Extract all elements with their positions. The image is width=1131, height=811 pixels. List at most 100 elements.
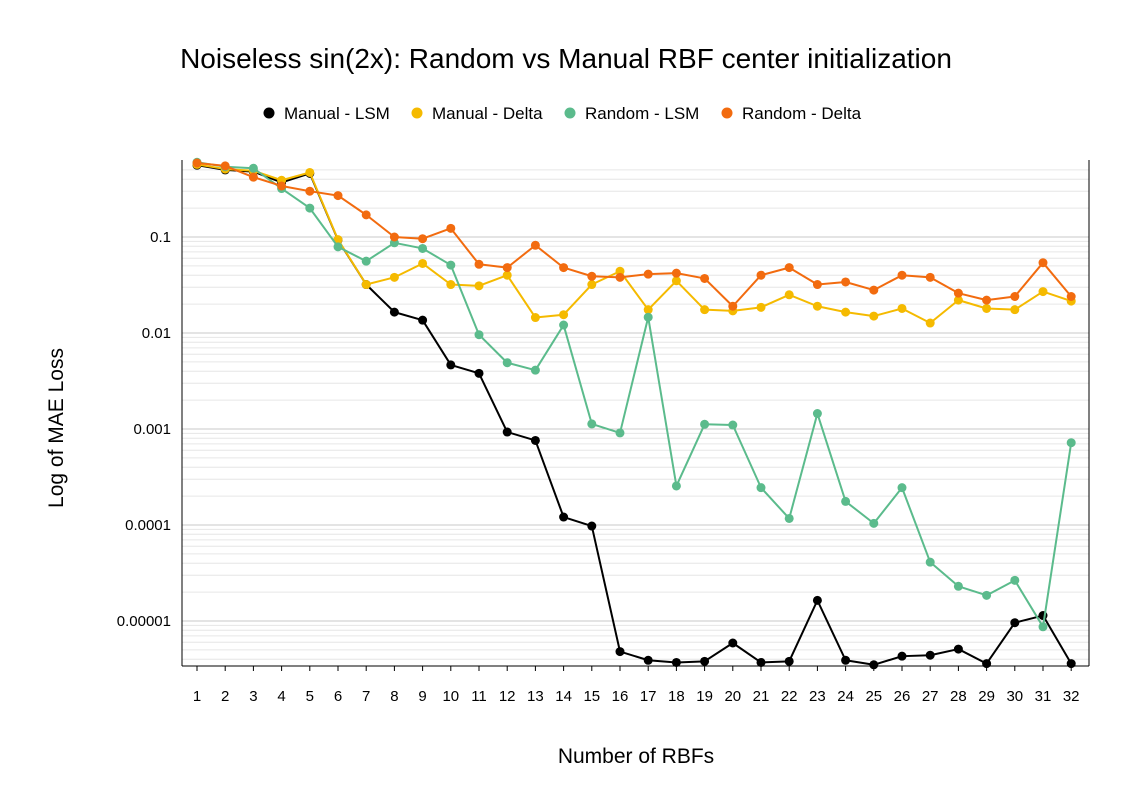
data-point — [474, 368, 484, 378]
data-point — [418, 243, 428, 253]
x-tick-label: 5 — [306, 688, 314, 705]
data-point — [277, 181, 287, 191]
data-point — [643, 312, 653, 322]
x-tick-label: 23 — [809, 688, 826, 705]
x-tick-label: 24 — [837, 688, 854, 705]
legend-marker — [263, 107, 275, 119]
data-point — [559, 320, 569, 330]
data-point — [220, 161, 230, 171]
data-point — [869, 660, 879, 670]
x-ticks: 1 2 3 4 5 6 7 8 9 10 11 12 13 14 15 16 17 18 19 20 21 22 23 24 2… — [193, 666, 1080, 705]
x-tick-label: 6 — [334, 688, 342, 705]
data-point — [502, 358, 512, 368]
data-point — [530, 240, 540, 250]
data-point — [700, 656, 710, 666]
data-point — [953, 581, 963, 591]
series-manual-delta — [192, 159, 1076, 328]
y-ticks: 0.00001 0.0001 0.001 0.01 0.1 — [117, 229, 171, 630]
data-point — [671, 657, 681, 667]
x-tick-label: 2 — [221, 688, 229, 705]
data-point — [982, 295, 992, 305]
data-point — [982, 590, 992, 600]
x-tick-label: 1 — [193, 688, 201, 705]
series-random-delta — [192, 158, 1076, 311]
data-point — [1010, 618, 1020, 628]
data-point — [728, 420, 738, 430]
x-tick-label: 13 — [527, 688, 544, 705]
data-point — [333, 235, 343, 245]
data-point — [305, 186, 315, 196]
data-point — [559, 310, 569, 320]
x-tick-label: 20 — [724, 688, 741, 705]
data-point — [474, 281, 484, 291]
data-point — [559, 263, 569, 273]
data-point — [1010, 575, 1020, 585]
grid — [182, 169, 1089, 660]
data-point — [361, 210, 371, 220]
legend-marker — [411, 107, 423, 119]
data-point — [474, 259, 484, 269]
data-point — [333, 191, 343, 201]
data-point — [248, 172, 258, 182]
x-tick-label: 25 — [865, 688, 882, 705]
data-point — [869, 518, 879, 528]
series-line-manual-delta — [196, 163, 1072, 325]
data-point — [897, 483, 907, 493]
data-point — [248, 163, 258, 173]
data-point — [784, 263, 794, 273]
data-point — [728, 301, 738, 311]
data-point — [305, 203, 315, 213]
data-point — [812, 595, 822, 605]
x-tick-label: 30 — [1006, 688, 1023, 705]
series-line-random-lsm — [196, 161, 1073, 628]
x-tick-label: 3 — [249, 688, 257, 705]
data-point — [841, 496, 851, 506]
x-tick-label: 9 — [418, 688, 426, 705]
data-point — [671, 276, 681, 286]
data-point — [982, 659, 992, 669]
x-tick-label: 31 — [1035, 688, 1052, 705]
data-point — [925, 650, 935, 660]
data-point — [587, 280, 597, 290]
data-point — [587, 521, 597, 531]
data-point — [784, 290, 794, 300]
data-point — [502, 263, 512, 273]
data-point — [502, 270, 512, 280]
data-point — [756, 483, 766, 493]
data-point — [1010, 305, 1020, 315]
data-point — [474, 330, 484, 340]
x-tick-label: 7 — [362, 688, 370, 705]
data-point — [925, 318, 935, 328]
x-tick-label: 12 — [499, 688, 516, 705]
x-tick-label: 15 — [583, 688, 600, 705]
data-point — [389, 272, 399, 282]
data-point — [1066, 659, 1076, 669]
data-point — [700, 419, 710, 429]
x-tick-label: 22 — [781, 688, 798, 705]
x-tick-label: 17 — [640, 688, 657, 705]
data-point — [389, 307, 399, 317]
chart-title: Noiseless sin(2x): Random vs Manual RBF … — [180, 43, 952, 74]
data-point — [841, 277, 851, 287]
series-group — [192, 157, 1076, 670]
x-tick-label: 8 — [390, 688, 398, 705]
data-point — [446, 223, 456, 233]
data-point — [756, 657, 766, 667]
data-point — [587, 419, 597, 429]
data-point — [1038, 287, 1048, 297]
x-axis-title: Number of RBFs — [558, 745, 714, 768]
y-tick-label: 0.0001 — [125, 517, 171, 534]
series-line-manual-lsm — [196, 164, 1073, 666]
data-point — [361, 256, 371, 266]
y-tick-label: 0.01 — [142, 325, 171, 342]
data-point — [812, 409, 822, 419]
data-point — [446, 260, 456, 270]
data-point — [953, 288, 963, 298]
data-point — [728, 638, 738, 648]
data-point — [643, 655, 653, 665]
data-point — [869, 285, 879, 295]
data-point — [897, 270, 907, 280]
data-point — [784, 656, 794, 666]
data-point — [784, 513, 794, 523]
